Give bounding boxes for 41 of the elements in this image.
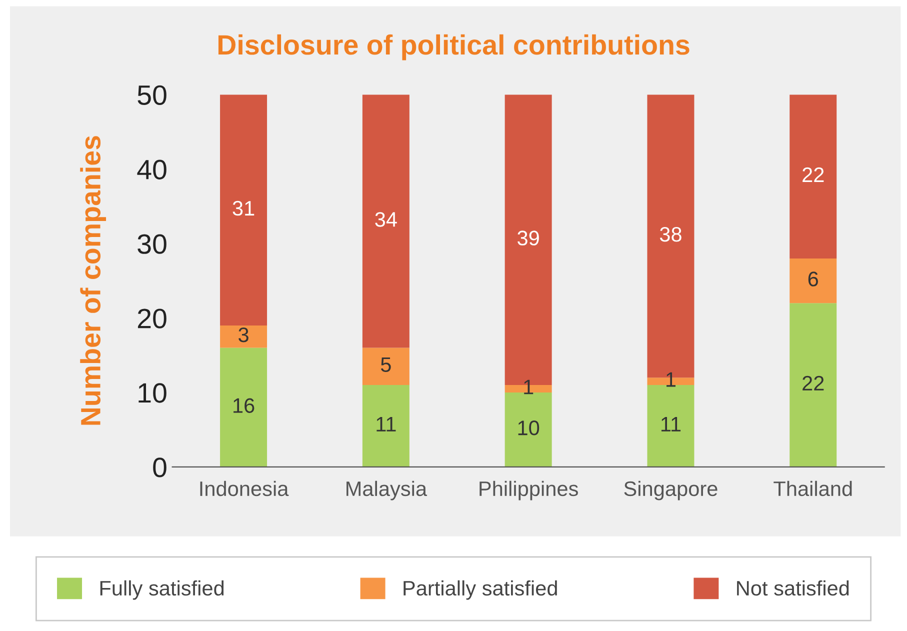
bar [220, 348, 268, 467]
data-label: 39 [518, 230, 539, 246]
y-tick-label: 40 [137, 160, 166, 180]
data-label: 11 [376, 417, 396, 432]
y-tick-label: 0 [153, 458, 166, 478]
x-tick-label: Thailand [774, 480, 852, 496]
data-label: 1 [666, 372, 676, 387]
data-label: 16 [234, 398, 254, 413]
data-label: 1 [524, 380, 534, 394]
data-label: 10 [518, 420, 540, 436]
x-tick-label: Singapore [624, 480, 718, 500]
data-label: 22 [802, 167, 824, 182]
bar [362, 348, 410, 386]
bar [220, 94, 268, 326]
x-tick-label: Malaysia [346, 480, 428, 500]
x-tick-label: Philippines [480, 480, 578, 500]
bar [220, 325, 268, 348]
y-tick-label: 10 [138, 383, 166, 403]
data-label: 38 [660, 226, 682, 242]
y-axis-title: Number of companies [80, 136, 106, 425]
bar [790, 303, 837, 467]
chart-title: Disclosure of political contributions [218, 34, 690, 60]
data-label: 22 [802, 376, 824, 390]
data-label: 11 [662, 417, 681, 432]
y-tick-label: 20 [138, 308, 166, 328]
bar [362, 94, 410, 348]
y-tick-label: 50 [138, 85, 166, 105]
data-label: 34 [375, 212, 397, 227]
legend-label: Fully satisfied [100, 580, 224, 600]
data-label: 3 [238, 327, 248, 342]
legend-label: Not satisfied [737, 580, 849, 596]
bar [647, 385, 694, 467]
bar [790, 258, 837, 304]
legend-label: Partially satisfied [404, 580, 557, 600]
bar [790, 94, 837, 258]
x-tick-label: Indonesia [200, 480, 289, 496]
data-label: 6 [808, 272, 818, 286]
data-label: 31 [232, 200, 254, 216]
data-label: 5 [380, 357, 391, 372]
y-tick-label: 30 [138, 234, 166, 254]
bar [362, 385, 410, 467]
